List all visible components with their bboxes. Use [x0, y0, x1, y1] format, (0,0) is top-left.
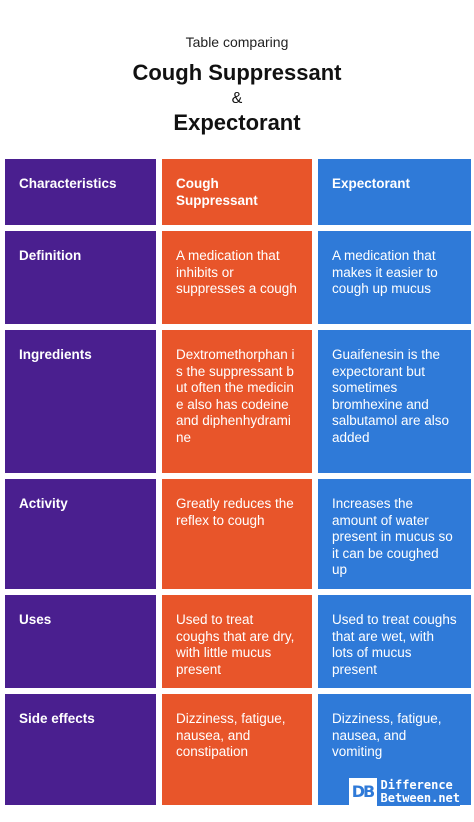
header-cough-suppressant: Cough Suppressant — [162, 159, 312, 225]
cell-uses-expectorant: Used to treat coughs that are wet, with … — [318, 595, 471, 688]
cell-side-effects-cough-suppressant: Dizziness, fatigue, nausea, and constipa… — [162, 694, 312, 805]
row-label-uses: Uses — [5, 595, 156, 688]
title-ampersand: & — [231, 90, 243, 107]
row-label-ingredients: Ingredients — [5, 330, 156, 473]
cell-definition-expectorant: A medication that makes it easier to cou… — [318, 231, 471, 324]
difference-between-logo: DB Difference Between.net — [348, 778, 460, 806]
row-label-side-effects: Side effects — [5, 694, 156, 805]
cell-definition-cough-suppressant: A medication that inhibits or suppresses… — [162, 231, 312, 324]
logo-line-1: Difference — [380, 778, 453, 792]
title-line-2: Expectorant — [173, 110, 301, 135]
subtitle: Table comparing — [185, 34, 289, 50]
comparison-table: Characteristics Cough Suppressant Expect… — [5, 159, 471, 805]
row-label-definition: Definition — [5, 231, 156, 324]
cell-ingredients-cough-suppressant: Dextromethorphan is the suppressant but … — [162, 330, 312, 473]
cell-activity-cough-suppressant: Greatly reduces the reflex to cough — [162, 479, 312, 589]
cell-activity-expectorant: Increases the amount of water present in… — [318, 479, 471, 589]
db-logo-icon: DB — [348, 778, 377, 806]
header-characteristics: Characteristics — [5, 159, 156, 225]
cell-ingredients-expectorant: Guaifenesin is the expectorant but somet… — [318, 330, 471, 473]
logo-line-2: Between.net — [380, 791, 460, 805]
row-label-activity: Activity — [5, 479, 156, 589]
cell-uses-cough-suppressant: Used to treat coughs that are dry, with … — [162, 595, 312, 688]
header-expectorant: Expectorant — [318, 159, 471, 225]
logo-text: Difference Between.net — [381, 779, 460, 805]
title-line-1: Cough Suppressant — [132, 60, 342, 85]
